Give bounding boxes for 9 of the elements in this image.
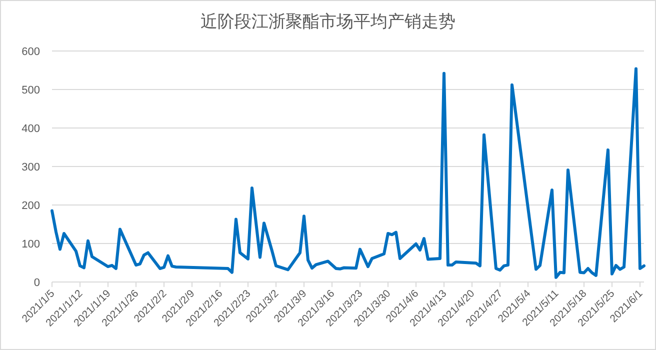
y-tick-label: 600 bbox=[22, 46, 40, 58]
y-tick-label: 100 bbox=[22, 238, 40, 250]
y-tick-label: 300 bbox=[22, 162, 40, 174]
y-tick-label: 400 bbox=[22, 123, 40, 135]
y-tick-label: 500 bbox=[22, 84, 40, 96]
chart-title: 近阶段江浙聚酯市场平均产销走势 bbox=[200, 12, 456, 31]
y-tick-label: 200 bbox=[22, 200, 40, 212]
y-tick-label: 0 bbox=[34, 277, 40, 289]
line-series bbox=[50, 67, 646, 279]
